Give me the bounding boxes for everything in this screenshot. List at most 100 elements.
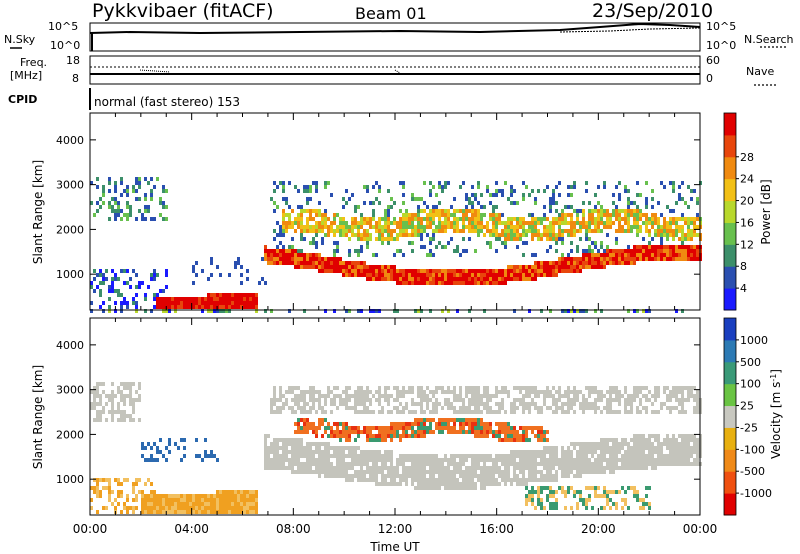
heatmap-cell: [495, 402, 498, 406]
heatmap-cell: [195, 454, 198, 458]
heatmap-cell: [345, 221, 348, 225]
heatmap-cell: [285, 221, 288, 225]
heatmap-cell: [504, 229, 507, 233]
heatmap-cell: [597, 466, 600, 470]
heatmap-cell: [618, 402, 621, 406]
heatmap-cell: [276, 221, 279, 225]
heatmap-cell: [669, 446, 672, 450]
heatmap-cell: [285, 229, 288, 233]
heatmap-cell: [141, 213, 144, 217]
heatmap-cell: [120, 181, 123, 185]
heatmap-cell: [156, 301, 159, 305]
heatmap-cell: [147, 478, 150, 482]
heatmap-cell: [291, 466, 294, 470]
heatmap-cell: [117, 406, 120, 410]
heatmap-cell: [474, 277, 477, 281]
heatmap-cell: [456, 478, 459, 482]
heatmap-cell: [639, 217, 642, 221]
heatmap-cell: [477, 217, 480, 221]
heatmap-cell: [183, 305, 186, 309]
heatmap-cell: [393, 478, 396, 482]
heatmap-cell: [351, 466, 354, 470]
heatmap-cell: [546, 273, 549, 277]
heatmap-cell: [666, 249, 669, 253]
heatmap-cell: [630, 454, 633, 458]
heatmap-cell: [462, 217, 465, 221]
heatmap-cell: [486, 430, 489, 434]
heatmap-cell: [669, 406, 672, 410]
heatmap-cell: [615, 394, 618, 398]
heatmap-cell: [501, 438, 504, 442]
heatmap-cell: [408, 273, 411, 277]
heatmap-cell: [576, 462, 579, 466]
heatmap-cell: [507, 237, 510, 241]
heatmap-cell: [387, 237, 390, 241]
heatmap-cell: [543, 265, 546, 269]
heatmap-cell: [321, 466, 324, 470]
heatmap-cell: [606, 225, 609, 229]
heatmap-cell: [324, 225, 327, 229]
heatmap-cell: [567, 265, 570, 269]
heatmap-cell: [495, 273, 498, 277]
heatmap-cell: [312, 209, 315, 213]
heatmap-cell: [600, 217, 603, 221]
heatmap-cell: [249, 510, 252, 514]
heatmap-cell: [552, 217, 555, 221]
heatmap-cell: [606, 494, 609, 498]
heatmap-cell: [639, 390, 642, 394]
heatmap-cell: [96, 285, 99, 289]
heatmap-cell: [546, 229, 549, 233]
heatmap-cell: [633, 450, 636, 454]
heatmap-cell: [342, 229, 345, 233]
heatmap-cell: [459, 269, 462, 273]
heatmap-cell: [486, 185, 489, 189]
heatmap-cell: [570, 221, 573, 225]
heatmap-cell: [501, 426, 504, 430]
heatmap-cell: [603, 225, 606, 229]
heatmap-cell: [528, 458, 531, 462]
heatmap-cell: [354, 233, 357, 237]
heatmap-cell: [651, 434, 654, 438]
heatmap-cell: [420, 418, 423, 422]
heatmap-cell: [297, 213, 300, 217]
heatmap-cell: [567, 390, 570, 394]
heatmap-cell: [684, 217, 687, 221]
heatmap-cell: [483, 213, 486, 217]
heatmap-cell: [411, 482, 414, 486]
heatmap-cell: [333, 470, 336, 474]
heatmap-cell: [186, 498, 189, 502]
heatmap-cell: [456, 486, 459, 490]
heatmap-cell: [381, 474, 384, 478]
heatmap-cell: [612, 213, 615, 217]
heatmap-cell: [687, 454, 690, 458]
heatmap-cell: [591, 249, 594, 253]
heatmap-cell: [540, 490, 543, 494]
heatmap-cell: [198, 297, 201, 301]
heatmap-cell: [450, 406, 453, 410]
heatmap-cell: [609, 257, 612, 261]
heatmap-cell: [120, 309, 123, 313]
heatmap-cell: [654, 410, 657, 414]
heatmap-cell: [378, 390, 381, 394]
heatmap-cell: [171, 502, 174, 506]
heatmap-cell: [384, 458, 387, 462]
heatmap-cell: [618, 217, 621, 221]
heatmap-cell: [543, 398, 546, 402]
heatmap-cell: [486, 277, 489, 281]
heatmap-cell: [504, 221, 507, 225]
heatmap-cell: [435, 245, 438, 249]
heatmap-cell: [120, 414, 123, 418]
heatmap-cell: [549, 245, 552, 249]
heatmap-cell: [378, 458, 381, 462]
heatmap-cell: [297, 454, 300, 458]
heatmap-cell: [342, 474, 345, 478]
heatmap-cell: [564, 269, 567, 273]
heatmap-cell: [222, 494, 225, 498]
heatmap-cell: [531, 217, 534, 221]
heatmap-cell: [225, 297, 228, 301]
heatmap-cell: [597, 486, 600, 490]
heatmap-cell: [342, 221, 345, 225]
heatmap-cell: [513, 402, 516, 406]
heatmap-cell: [573, 390, 576, 394]
